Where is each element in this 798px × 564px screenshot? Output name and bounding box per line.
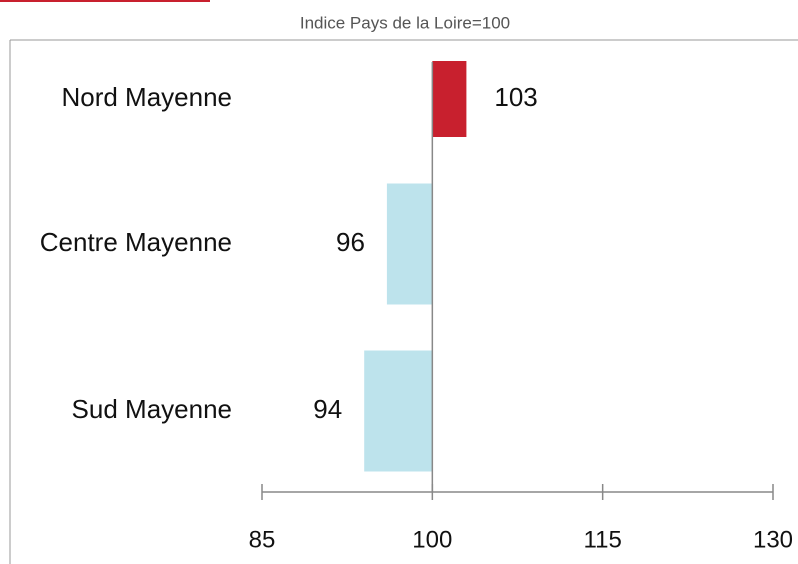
value-label: 94 xyxy=(313,394,342,424)
category-label: Centre Mayenne xyxy=(40,227,232,257)
category-label: Nord Mayenne xyxy=(61,82,232,112)
bar xyxy=(432,61,467,137)
chart-subtitle: Indice Pays de la Loire=100 xyxy=(300,13,510,32)
x-tick-label: 130 xyxy=(753,526,793,553)
bar xyxy=(364,350,433,472)
bar xyxy=(386,183,433,305)
value-label: 103 xyxy=(494,82,537,112)
x-tick-label: 115 xyxy=(584,526,622,553)
x-tick-label: 100 xyxy=(412,526,452,553)
category-label: Sud Mayenne xyxy=(72,394,232,424)
value-label: 96 xyxy=(336,227,365,257)
x-tick-label: 85 xyxy=(249,526,276,553)
